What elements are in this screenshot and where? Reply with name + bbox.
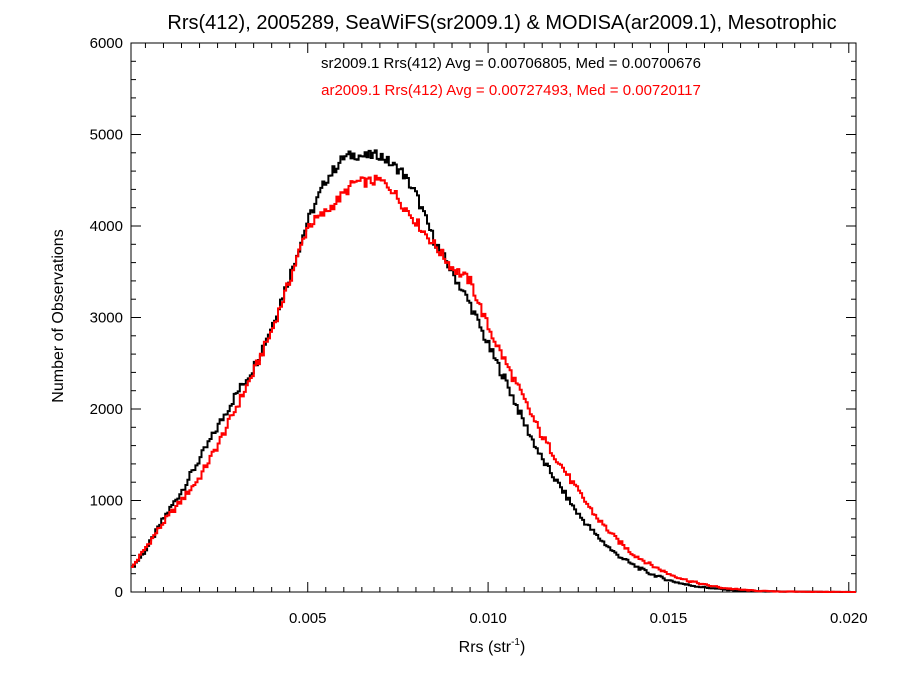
- y-axis-ticks: 0 1000 2000 3000 4000 5000 6000: [90, 35, 856, 601]
- y-tick-label: 5000: [90, 127, 123, 144]
- series-line-0: [131, 149, 856, 593]
- x-tick-label: 0.010: [469, 610, 507, 627]
- x-axis-label-close: ): [520, 639, 525, 656]
- x-axis-label: Rrs (str-1): [459, 637, 526, 656]
- y-tick-label: 3000: [90, 310, 123, 327]
- series-layer: [131, 149, 856, 593]
- stats-annotation-ar2009: ar2009.1 Rrs(412) Avg = 0.00727493, Med …: [321, 82, 701, 99]
- y-tick-label: 2000: [90, 401, 123, 418]
- x-axis-label-main: Rrs (str: [459, 639, 512, 656]
- x-tick-label: 0.005: [289, 610, 327, 627]
- y-tick-label: 6000: [90, 35, 123, 52]
- y-axis-label: Number of Observations: [50, 229, 67, 402]
- y-tick-label: 4000: [90, 218, 123, 235]
- x-axis-label-superscript: -1: [511, 637, 520, 648]
- series-line-1: [131, 174, 856, 593]
- x-tick-label: 0.015: [650, 610, 688, 627]
- y-tick-label: 0: [115, 584, 123, 601]
- stats-annotation-sr2009: sr2009.1 Rrs(412) Avg = 0.00706805, Med …: [321, 55, 701, 72]
- chart-title: Rrs(412), 2005289, SeaWiFS(sr2009.1) & M…: [167, 12, 836, 34]
- y-tick-label: 1000: [90, 493, 123, 510]
- x-tick-label: 0.020: [830, 610, 868, 627]
